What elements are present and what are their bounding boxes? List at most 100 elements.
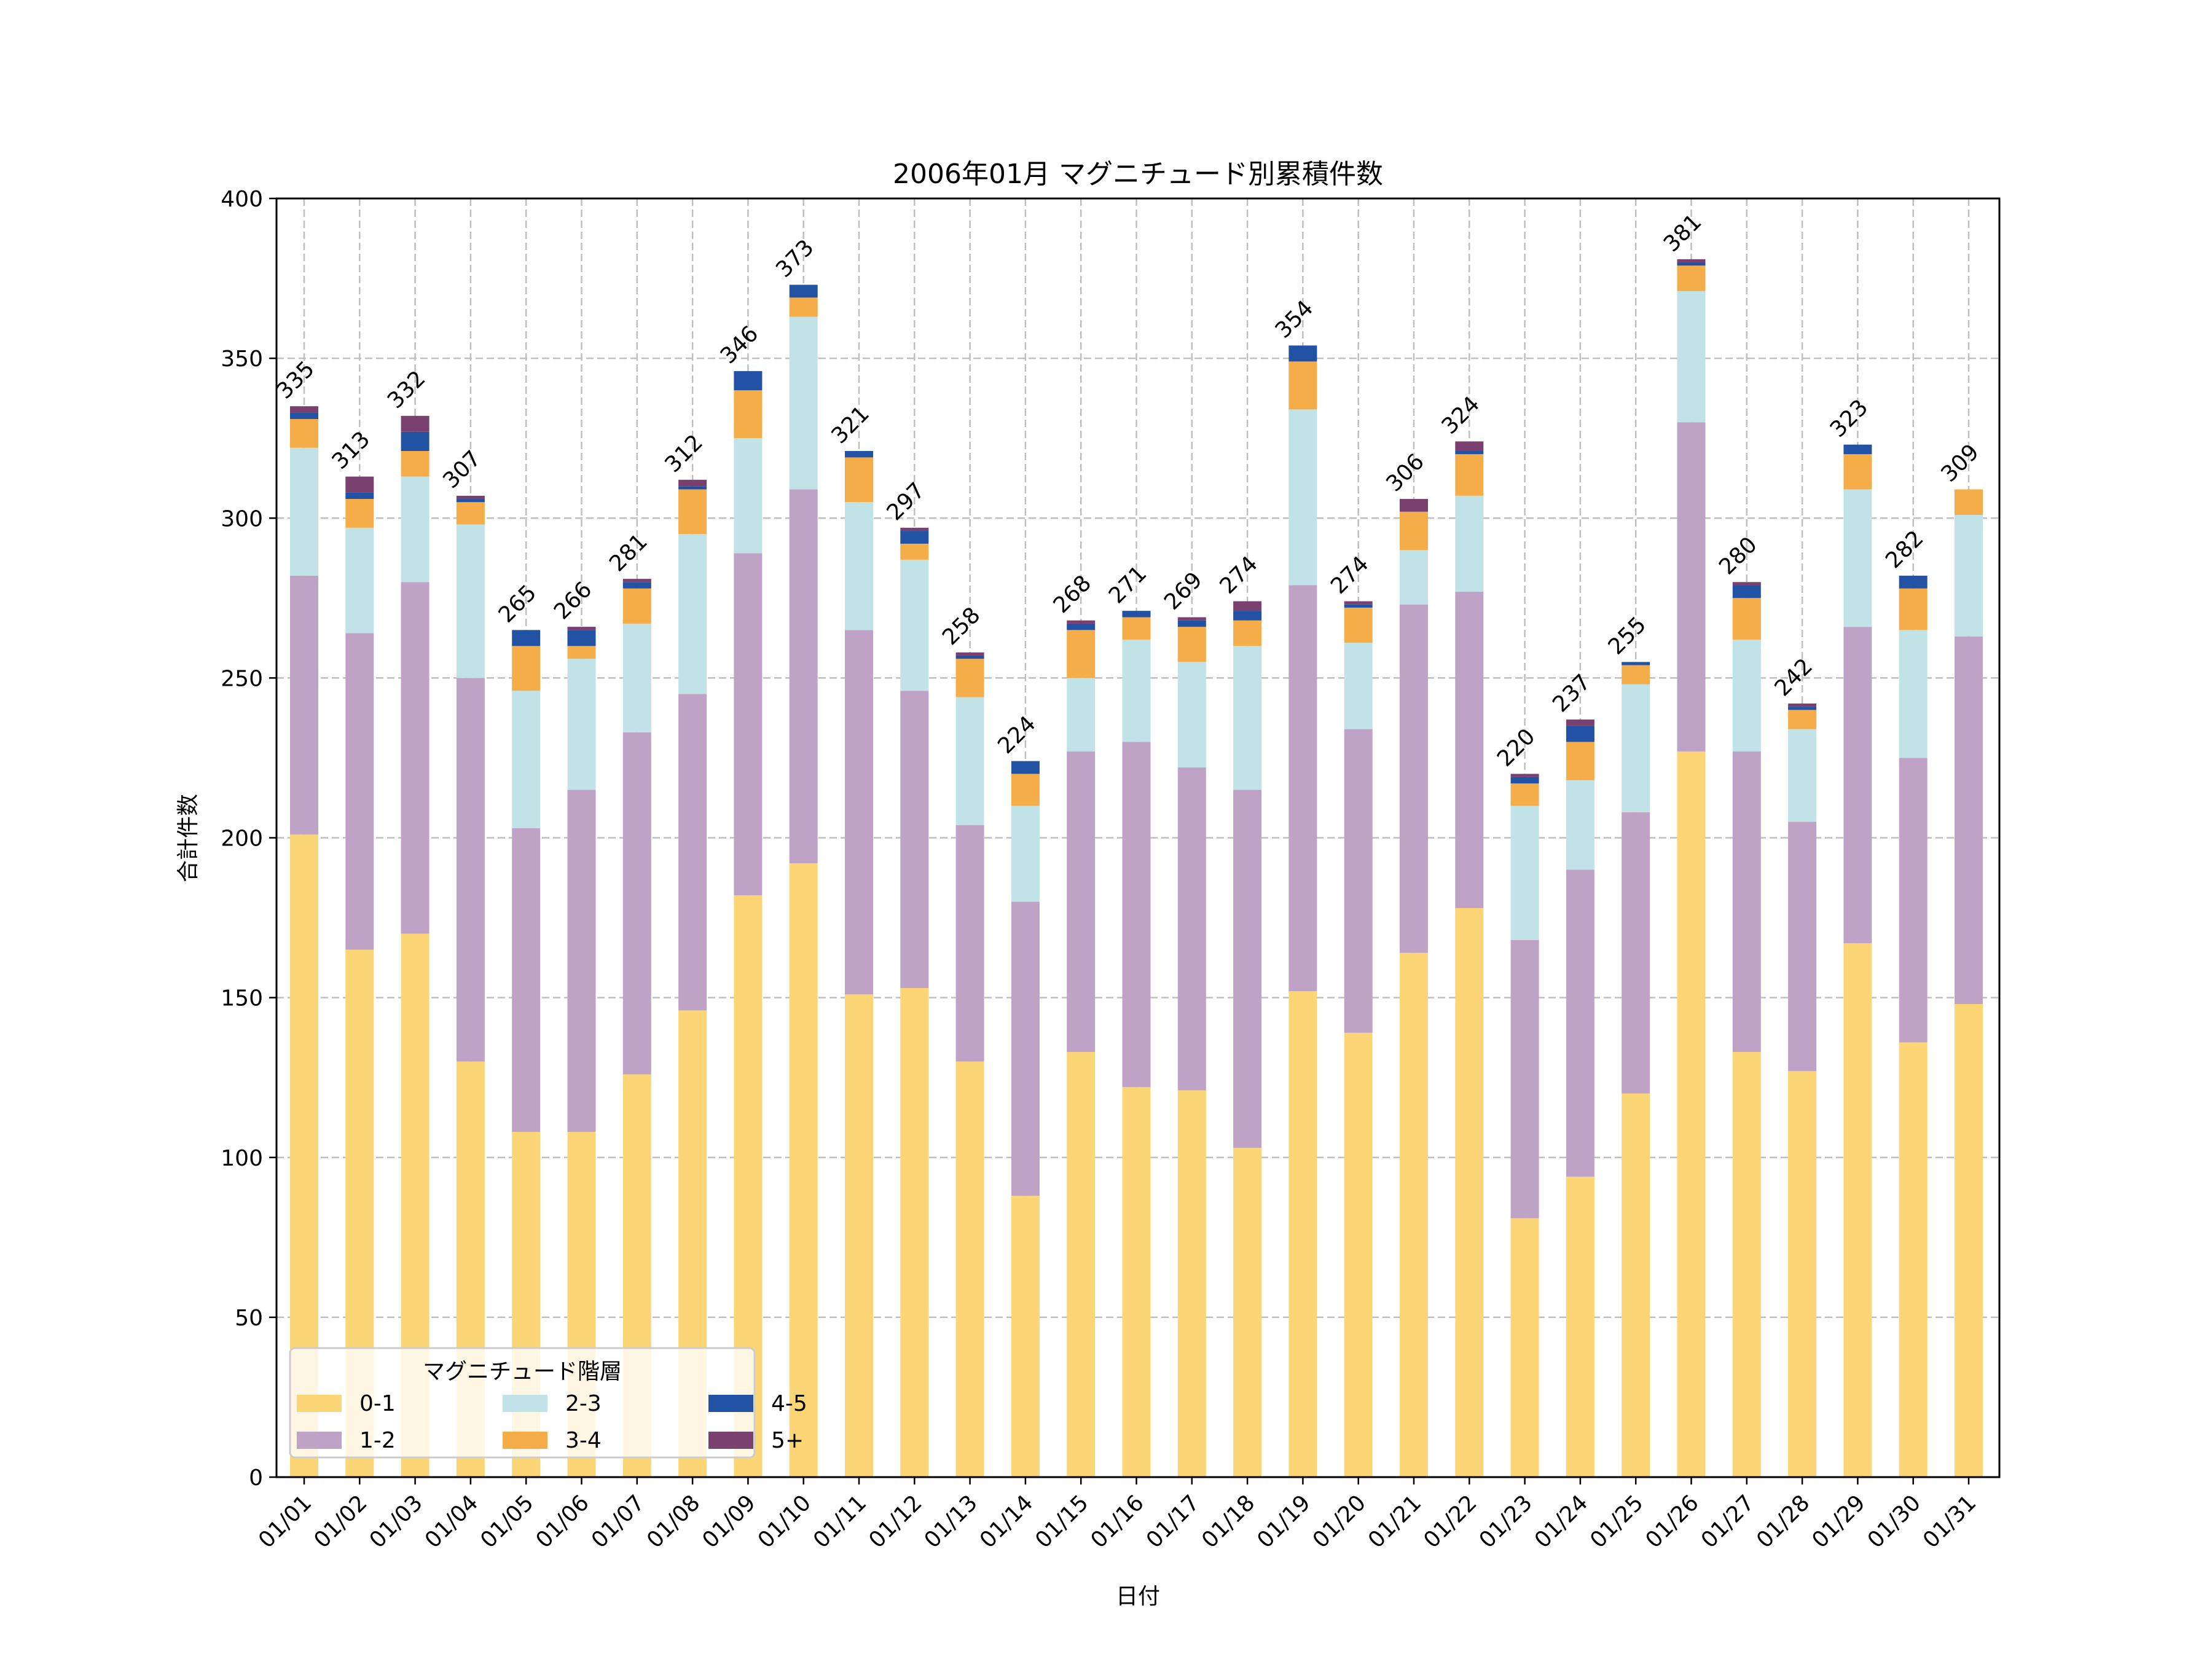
bar-segment [1233, 620, 1262, 646]
bar-segment [1510, 806, 1539, 940]
legend-swatch [708, 1395, 753, 1412]
legend-label: 5+ [771, 1428, 804, 1453]
y-tick-label: 50 [235, 1306, 263, 1331]
bar-segment [1288, 585, 1317, 992]
y-tick-label: 0 [249, 1465, 263, 1491]
legend-item: 2-3 [503, 1391, 602, 1416]
bar-segment [1510, 783, 1539, 806]
bar-segment [1788, 729, 1817, 822]
bar-segment [456, 495, 485, 500]
bar-segment [1344, 601, 1373, 605]
legend-item: 0-1 [297, 1391, 396, 1416]
bar-segment [567, 659, 596, 790]
bar-segment [1622, 684, 1650, 812]
bar-segment [1510, 774, 1539, 777]
bar-segment [900, 531, 929, 544]
bar-segment [1011, 901, 1040, 1196]
bar-segment [567, 790, 596, 1132]
bar-segment [512, 691, 541, 828]
bar-segment [1899, 630, 1928, 758]
bar-segment [456, 678, 485, 1062]
y-tick-label: 250 [221, 666, 263, 691]
bar-segment [1899, 575, 1928, 589]
bar-segment [1400, 604, 1428, 953]
bar-segment [1732, 598, 1761, 640]
bar-segment [1622, 812, 1650, 1094]
bar-segment [1732, 751, 1761, 1053]
bar-segment [1566, 1176, 1594, 1477]
bar-segment [1067, 678, 1096, 752]
y-axis-label: 合計件数 [176, 794, 201, 882]
bar-segment [678, 534, 707, 694]
bar-segment [622, 732, 651, 1075]
bar-segment [1843, 489, 1872, 627]
bar-segment [1510, 939, 1539, 1218]
bar-segment [1067, 751, 1096, 1053]
bar-segment [1233, 611, 1262, 621]
bar-segment [401, 450, 429, 477]
bar-segment [845, 994, 873, 1477]
legend-swatch [297, 1432, 342, 1449]
bar-segment [1732, 585, 1761, 598]
legend-item: 5+ [708, 1428, 804, 1453]
bar-segment [734, 371, 763, 391]
bar-segment [678, 489, 707, 535]
bar-segment [955, 655, 984, 659]
bar-segment [1510, 777, 1539, 784]
bar-segment [1955, 636, 1983, 1005]
bar-segment [401, 415, 429, 432]
bar-segment [290, 418, 318, 448]
bar-segment [900, 559, 929, 691]
bar-segment [1177, 1090, 1206, 1477]
bar-segment [1011, 806, 1040, 902]
bar-segment [789, 297, 818, 317]
bar-segment [1344, 643, 1373, 729]
bar-segment [789, 489, 818, 864]
bar-segment [567, 646, 596, 659]
bar-segment [900, 527, 929, 531]
y-tick-label: 100 [221, 1146, 263, 1171]
bar-segment [1400, 952, 1428, 1477]
bar-segment [1677, 259, 1706, 263]
bar-segment [1288, 409, 1317, 586]
bar-segment [1677, 422, 1706, 752]
bar-segment [622, 623, 651, 732]
legend-swatch [297, 1395, 342, 1412]
bar-segment [1011, 761, 1040, 774]
bar-segment [1899, 1042, 1928, 1477]
y-tick-label: 350 [221, 347, 263, 372]
bar-segment [1843, 444, 1872, 455]
bar-segment [789, 284, 818, 298]
bar-segment [1177, 620, 1206, 627]
bar-segment [1288, 991, 1317, 1477]
bar-segment [1067, 623, 1096, 630]
bar-segment [1400, 511, 1428, 551]
legend-label: 4-5 [771, 1391, 807, 1416]
bar-segment [1566, 720, 1594, 726]
bar-segment [1177, 627, 1206, 662]
bar-segment [1233, 601, 1262, 611]
bar-segment [1732, 582, 1761, 586]
series-1-2 [290, 422, 1983, 1218]
bar-segment [900, 988, 929, 1477]
bar-segment [345, 527, 374, 633]
legend-item: 1-2 [297, 1428, 396, 1453]
bar-segment [678, 479, 707, 487]
bar-segment [1455, 450, 1484, 455]
bar-segment [1566, 742, 1594, 780]
bar-segment [1233, 646, 1262, 790]
bar-segment [567, 627, 596, 630]
bar-segment [845, 457, 873, 503]
bar-segment [1788, 703, 1817, 707]
bar-segment [1011, 774, 1040, 806]
bar-segment [955, 652, 984, 656]
bar-segment [290, 406, 318, 413]
bar-segment [1788, 822, 1817, 1072]
bar-segment [1288, 345, 1317, 362]
bar-segment [456, 524, 485, 678]
bar-segment [678, 694, 707, 1011]
bar-segment [845, 630, 873, 995]
bar-segment [1233, 790, 1262, 1148]
bar-segment [1677, 262, 1706, 266]
